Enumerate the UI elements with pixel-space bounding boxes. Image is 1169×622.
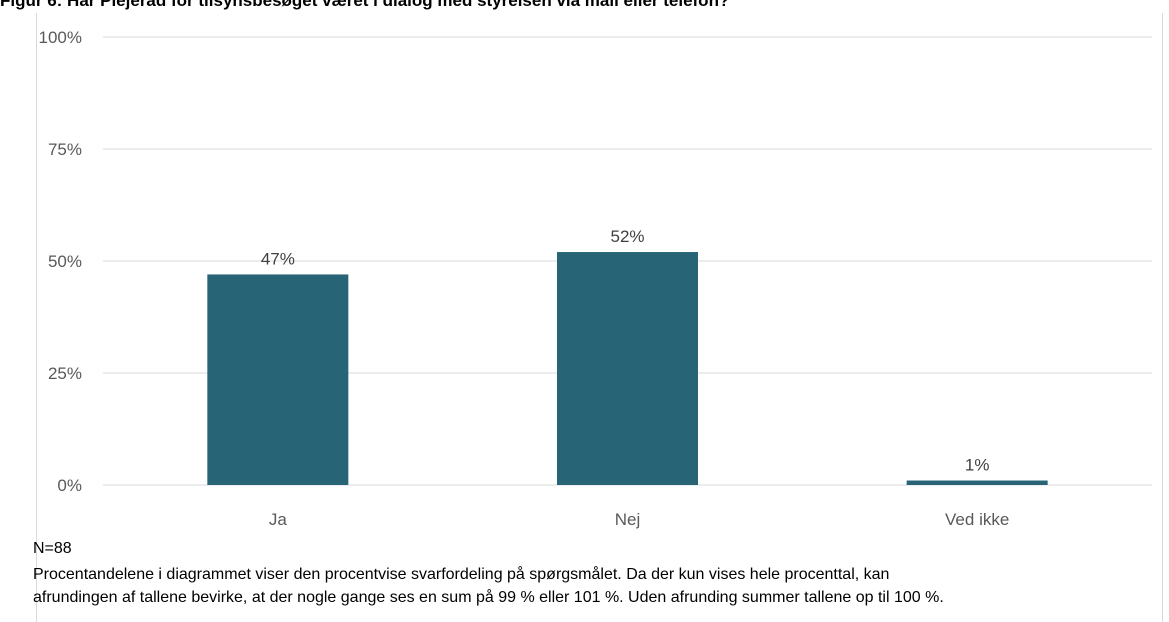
y-axis-tick-labels: 0% 25% 50% 75% 100% bbox=[39, 28, 82, 495]
footnote-line-1: Procentandelene i diagrammet viser den p… bbox=[33, 566, 890, 583]
data-label: 1% bbox=[965, 456, 990, 475]
bar-chart: 0% 25% 50% 75% 100% 47% 52% 1% Ja Nej Ved ikke bbox=[39, 28, 1152, 529]
bars bbox=[207, 252, 1048, 485]
x-tick-label: Ja bbox=[269, 510, 288, 529]
bar bbox=[557, 252, 698, 485]
y-tick-label: 75% bbox=[48, 140, 82, 159]
chart-frame bbox=[36, 13, 1163, 622]
y-tick-label: 0% bbox=[57, 476, 82, 495]
figure-title: Figur 6: Har Plejeråd for tilsynsbesøget… bbox=[0, 0, 730, 10]
y-tick-label: 100% bbox=[39, 28, 82, 47]
y-tick-label: 50% bbox=[48, 252, 82, 271]
x-axis-tick-labels: Ja Nej Ved ikke bbox=[269, 510, 1009, 529]
x-tick-label: Ved ikke bbox=[945, 510, 1009, 529]
bar bbox=[906, 480, 1048, 485]
bar bbox=[207, 274, 349, 485]
data-label: 52% bbox=[610, 227, 644, 246]
data-label: 47% bbox=[261, 249, 295, 268]
data-labels: 47% 52% 1% bbox=[261, 227, 990, 474]
footnote-line-2: afrundingen af tallene bevirke, at der n… bbox=[33, 589, 944, 606]
x-tick-label: Nej bbox=[615, 510, 641, 529]
sample-size-note: N=88 bbox=[33, 540, 72, 557]
y-tick-label: 25% bbox=[48, 364, 82, 383]
